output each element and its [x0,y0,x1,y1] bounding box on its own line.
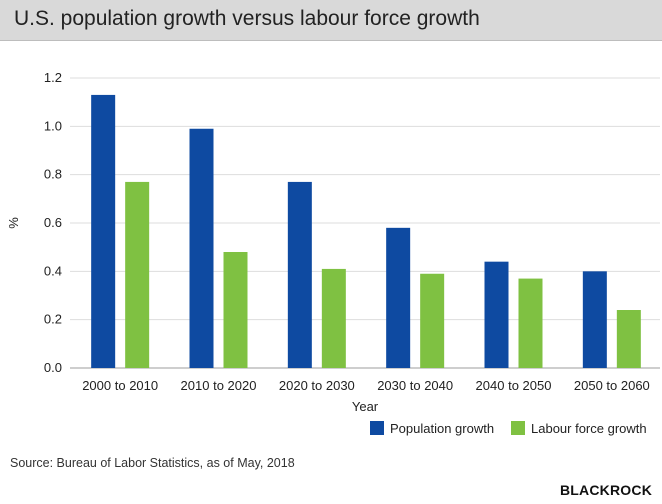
bar-labour-force-growth [125,181,150,368]
y-tick-label: 0.8 [44,167,62,182]
bar-labour-force-growth [616,310,641,368]
x-tick-label: 2050 to 2060 [574,378,650,393]
header-divider [0,40,662,41]
bar-labour-force-growth [223,252,248,368]
x-tick-label: 2030 to 2040 [377,378,453,393]
x-tick-label: 2040 to 2050 [476,378,552,393]
chart-header: U.S. population growth versus labour for… [0,0,662,40]
y-tick-label: 0.6 [44,215,62,230]
brand-logo: BLACKROCK [559,482,652,498]
x-tick-label: 2010 to 2020 [181,378,257,393]
bar-population-growth [386,227,411,368]
y-axis-label: % [6,217,21,229]
legend-label: Population growth [390,421,494,436]
bar-population-growth [582,271,607,368]
x-tick-label: 2020 to 2030 [279,378,355,393]
y-tick-label: 1.0 [44,118,62,133]
bar-population-growth [287,181,312,368]
bar-labour-force-growth [321,268,346,368]
bar-population-growth [91,94,116,369]
legend-swatch [370,421,384,435]
bar-population-growth [189,128,214,368]
legend-label: Labour force growth [531,421,647,436]
legend-swatch [511,421,525,435]
source-note: Source: Bureau of Labor Statistics, as o… [10,456,295,470]
chart-title: U.S. population growth versus labour for… [14,7,480,30]
x-tick-label: 2000 to 2010 [82,378,158,393]
y-tick-label: 0.2 [44,312,62,327]
y-tick-label: 1.2 [44,70,62,85]
bar-labour-force-growth [518,278,543,368]
x-axis-label: Year [352,399,379,414]
y-tick-label: 0.0 [44,360,62,375]
bar-population-growth [484,261,509,368]
bar-labour-force-growth [420,273,445,368]
y-tick-label: 0.4 [44,263,62,278]
